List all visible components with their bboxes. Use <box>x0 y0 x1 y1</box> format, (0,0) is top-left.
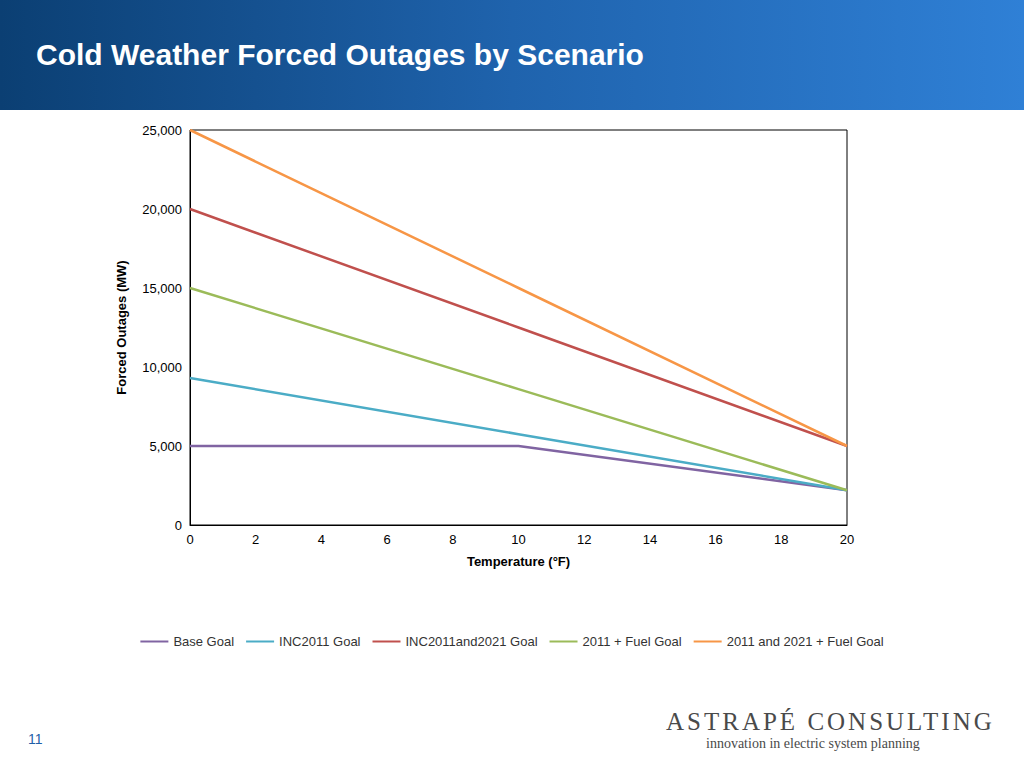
svg-text:INC2011 Goal: INC2011 Goal <box>279 634 361 649</box>
svg-text:Forced Outages (MW): Forced Outages (MW) <box>114 260 129 394</box>
html-text:ASTRAPÉ CONSULTING: ASTRAPÉ CONSULTING <box>666 708 995 735</box>
svg-text:2: 2 <box>252 532 259 547</box>
svg-text:10: 10 <box>511 532 525 547</box>
svg-text:20,000: 20,000 <box>142 202 182 217</box>
svg-text:0: 0 <box>186 532 193 547</box>
svg-text:15,000: 15,000 <box>142 281 182 296</box>
svg-text:18: 18 <box>774 532 788 547</box>
svg-text:0: 0 <box>175 518 182 533</box>
svg-text:25,000: 25,000 <box>142 123 182 138</box>
html-text:11: 11 <box>28 731 43 747</box>
html-text:Cold Weather Forced Outages by: Cold Weather Forced Outages by Scenario <box>36 38 644 71</box>
svg-text:2011 and 2021 + Fuel Goal: 2011 and 2021 + Fuel Goal <box>727 634 884 649</box>
html-text:innovation in electric system: innovation in electric system planning <box>706 736 920 751</box>
svg-text:INC2011and2021 Goal: INC2011and2021 Goal <box>405 634 537 649</box>
svg-text:8: 8 <box>449 532 456 547</box>
svg-text:12: 12 <box>577 532 591 547</box>
svg-text:Base Goal: Base Goal <box>173 634 234 649</box>
svg-text:5,000: 5,000 <box>149 439 182 454</box>
svg-text:16: 16 <box>708 532 722 547</box>
svg-text:14: 14 <box>643 532 657 547</box>
svg-text:2011 + Fuel Goal: 2011 + Fuel Goal <box>583 634 682 649</box>
svg-text:10,000: 10,000 <box>142 360 182 375</box>
svg-text:4: 4 <box>318 532 325 547</box>
svg-text:Temperature (°F): Temperature (°F) <box>467 554 570 569</box>
svg-text:20: 20 <box>840 532 854 547</box>
svg-text:6: 6 <box>383 532 390 547</box>
